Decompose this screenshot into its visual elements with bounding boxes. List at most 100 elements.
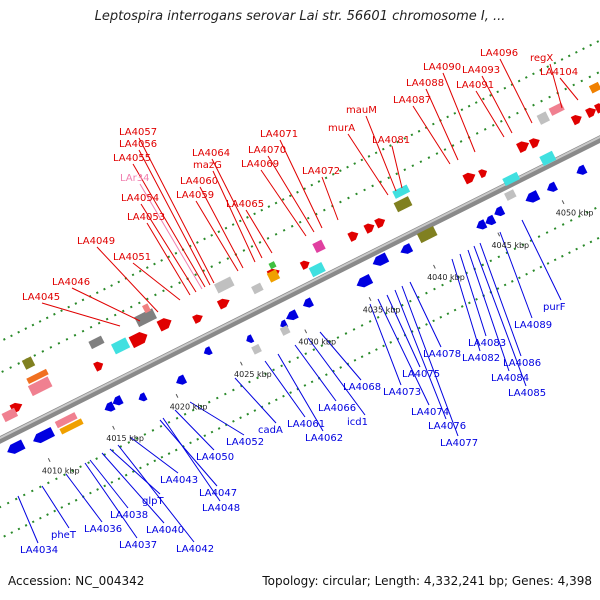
leader-line [132, 163, 206, 288]
leader-line [412, 105, 451, 165]
leader-line [391, 145, 403, 189]
feature-box-shape [27, 376, 53, 397]
gene-label: LA4038 [110, 510, 148, 521]
feature-box [502, 171, 521, 187]
leader-line [138, 149, 211, 286]
feature-box [59, 418, 84, 435]
feature-box [213, 276, 235, 294]
leader-line [409, 281, 442, 348]
feature-box-shape [536, 111, 551, 125]
gene-label: mazG [193, 160, 222, 171]
feature-box [54, 412, 78, 429]
feature-box [251, 282, 264, 295]
leader-line [41, 302, 121, 327]
feature-box [536, 111, 551, 125]
gene-label: LA4072 [302, 166, 340, 177]
kbp-ticks: 4010 kbp 4015 kbp 4020 kbp 4025 kbp 4030 kbp… [42, 200, 593, 475]
feature-box-shape [1, 407, 19, 423]
leader-line [41, 485, 70, 529]
forward-gene-arrow-shape [299, 260, 310, 270]
reverse-gene-arrow-shape [485, 214, 497, 226]
gene-label: LA4073 [383, 387, 421, 398]
feature-box [392, 184, 411, 199]
leader-line [189, 401, 245, 436]
feature-box [88, 335, 105, 350]
feature-box [1, 407, 19, 423]
kbp-tick-label: 4010 kbp [42, 466, 80, 475]
forward-gene-arrow-shape [528, 138, 540, 149]
reverse-gene-arrow-shape [525, 190, 541, 203]
forward-gene-arrow [585, 107, 597, 119]
reverse-gene-arrow-shape [112, 395, 124, 406]
dotted-tracks [0, 39, 600, 538]
gene-label: LA4084 [491, 373, 529, 384]
feature-box-shape [251, 282, 264, 295]
forward-gene-arrow-shape [516, 141, 530, 154]
feature-box-shape [21, 356, 36, 370]
reverse-gene-arrow [33, 426, 55, 444]
gene-label: cadA [258, 425, 283, 436]
kbp-tick-mark [497, 232, 501, 237]
gene-label: LA4056 [119, 139, 157, 150]
feature-box-shape [59, 418, 84, 435]
label-leader-lines [17, 58, 579, 544]
reverse-gene-arrow [176, 374, 188, 385]
dotted-track [3, 236, 600, 538]
gene-label: LA4051 [113, 252, 151, 263]
gene-label: LA4075 [402, 369, 440, 380]
leader-line [84, 462, 138, 539]
leader-line [101, 452, 165, 524]
feature-box-shape [504, 189, 517, 201]
reverse-gene-arrow [494, 205, 506, 217]
gene-label: LA4062 [305, 433, 343, 444]
kbp-tick-label: 4045 kbp [491, 241, 529, 250]
leader-line [174, 409, 215, 451]
feature-box [251, 343, 262, 355]
reverse-gene-arrow [400, 243, 414, 254]
gene-label: LA4069 [241, 159, 279, 170]
forward-gene-arrow [128, 332, 148, 349]
gene-label: LA4081 [372, 135, 410, 146]
dotted-track [0, 39, 600, 343]
feature-box [416, 226, 438, 244]
kbp-tick-label: 4020 kbp [170, 402, 208, 411]
gene-label: murA [328, 123, 355, 134]
gene-label: purF [543, 302, 566, 313]
feature-box [588, 81, 600, 94]
feature-box [266, 269, 281, 283]
leader-line [307, 337, 366, 416]
feature-box-shape [416, 226, 438, 244]
feature-box-shape [213, 276, 235, 294]
forward-gene-arrow [192, 314, 203, 324]
feature-box [110, 337, 131, 355]
forward-gene-arrow [570, 114, 582, 126]
reverse-gene-arrow-shape [494, 205, 506, 217]
forward-gene-arrow-shape [347, 231, 359, 242]
reverse-gene-arrow-shape [302, 297, 314, 308]
forward-gene-arrow-shape [128, 332, 148, 349]
leader-line [549, 63, 563, 109]
leader-line [65, 473, 103, 523]
dotted-track [0, 70, 600, 374]
feature-box-shape [392, 184, 411, 199]
gene-label: LA4042 [176, 544, 214, 555]
forward-gene-arrow-shape [156, 318, 172, 332]
reverse-gene-arrow-shape [246, 334, 255, 344]
kbp-tick-label: 4025 kbp [234, 370, 272, 379]
gene-label: LA4086 [503, 358, 541, 369]
leader-line [140, 203, 197, 293]
reverse-gene-arrow-shape [286, 309, 299, 321]
leader-line [264, 360, 306, 418]
gene-label: LA4096 [480, 48, 518, 59]
gene-label: LA4043 [160, 475, 198, 486]
reverse-gene-arrow [138, 392, 148, 402]
leader-line [294, 344, 337, 402]
reverse-gene-arrow [104, 401, 116, 412]
leader-line [394, 289, 447, 420]
forward-gene-arrow [528, 138, 540, 149]
gene-label: LA4050 [196, 452, 234, 463]
leader-line [117, 444, 195, 543]
gene-label: pheT [51, 530, 77, 541]
gene-label: LA4074 [411, 407, 449, 418]
